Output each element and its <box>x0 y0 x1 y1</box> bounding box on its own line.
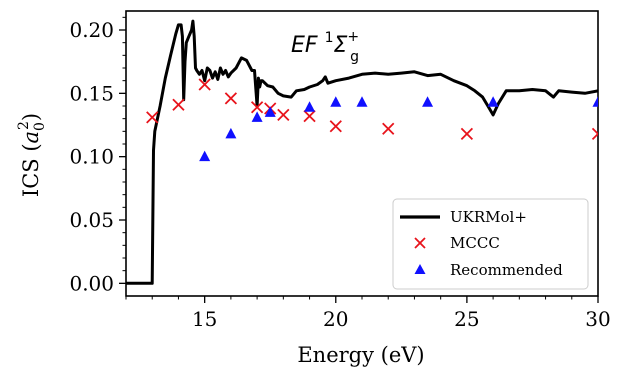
mccc-point <box>224 92 238 105</box>
x-tick-label: 20 <box>323 307 348 331</box>
recommended-point <box>251 111 263 122</box>
recommended-point <box>225 127 237 139</box>
axis-ticks: 15 20 25 30 0.00 0.05 0.10 0.15 0.20 <box>69 16 611 331</box>
legend-box <box>392 198 589 290</box>
series-layer <box>126 19 598 285</box>
mccc-point <box>250 101 264 114</box>
x-tick-label: 30 <box>585 307 610 331</box>
mccc-point <box>591 127 598 141</box>
mccc-point <box>172 98 185 111</box>
y-tick-label: 0.15 <box>69 81 114 105</box>
legend-label-mccc: MCCC <box>450 234 500 252</box>
recommended-point <box>592 96 598 107</box>
y-tick-label: 0.05 <box>69 208 114 232</box>
y-tick-label: 0.20 <box>69 18 114 42</box>
recommended-point <box>487 96 499 107</box>
legend-marker-mccc <box>414 237 426 249</box>
x-axis-label: Energy (eV) <box>297 343 424 367</box>
mccc-point <box>303 109 316 123</box>
y-tick-label: 0.00 <box>69 271 114 295</box>
recommended-point <box>199 150 211 162</box>
mccc-point <box>382 122 395 135</box>
recommended-point <box>422 96 434 107</box>
legend-label-ukrmol: UKRMol+ <box>450 208 527 226</box>
recommended-point <box>304 101 316 112</box>
recommended-point <box>264 106 276 117</box>
y-tick-label: 0.10 <box>69 145 114 169</box>
recommended-point <box>356 96 368 107</box>
mccc-point <box>460 127 474 141</box>
mccc-point <box>146 111 159 124</box>
mccc-point <box>277 108 290 122</box>
x-tick-label: 15 <box>192 307 217 331</box>
legend-marker-recommended <box>414 264 426 274</box>
x-tick-label: 25 <box>454 307 479 331</box>
recommended-point <box>330 96 342 107</box>
y-axis-label: ICS (a02) <box>16 113 48 197</box>
series-line-ukrmol <box>126 19 598 285</box>
legend-label-recommended: Recommended <box>450 261 563 279</box>
legend: UKRMol+ MCCC Recommended <box>392 198 589 290</box>
mccc-point <box>329 120 342 133</box>
mccc-point <box>198 78 211 91</box>
chart-annotation: EF 1Σ+ g <box>291 29 359 65</box>
